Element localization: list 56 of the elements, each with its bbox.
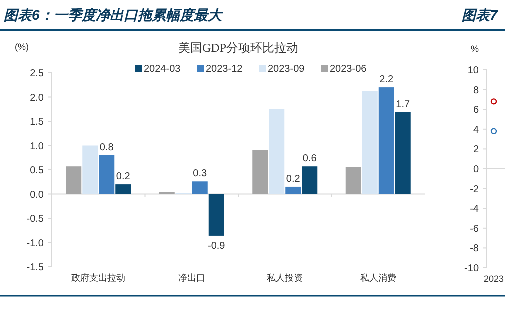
y-tick-label: 4 [473,124,480,136]
x-tick-label: 私人投资 [267,273,304,283]
bar [395,112,411,194]
chart-title: 图表6：一季度净出口拖累幅度最大 [4,7,224,23]
x-tick-label: 2023 [484,274,504,284]
chart-subtitle: 美国GDP分项环比拉动 [178,41,299,55]
bar [346,167,362,194]
bar [192,182,208,194]
chart-title: 图表7 [462,7,499,23]
y-tick-label: 8 [473,85,480,96]
y-tick-label: 10 [468,66,480,76]
bar [362,91,378,194]
bar [66,166,82,194]
bar [208,194,224,236]
y-tick-label: -8 [470,244,480,255]
y-tick-label: 0.0 [30,190,44,201]
x-tick-label: 私人消费 [360,273,396,283]
y-tick-label: 2 [473,144,480,156]
x-tick-label: 政府支出拉动 [72,273,126,283]
data-label: 2.2 [380,74,394,86]
y-tick-label: 2.5 [30,68,44,80]
y-axis-title: (%) [15,42,29,52]
legend-label: 2024-03 [144,64,182,75]
legend-label: 2023-06 [330,64,368,75]
x-tick-label: 净出口 [178,273,206,283]
bar [116,184,132,194]
y-tick-label: 2.0 [30,92,44,104]
y-tick-label: 6 [473,105,480,116]
bar [252,150,268,194]
y-tick-label: -10 [464,264,480,274]
data-label: 0.3 [193,168,208,180]
y-tick-label: -2 [470,184,480,196]
y-tick-label: -6 [470,224,480,235]
bar [269,109,285,194]
y-tick-label: -1.5 [26,262,44,274]
legend-label: 2023-12 [206,64,244,75]
bar [378,88,394,194]
data-label: 0.6 [302,154,318,165]
y-tick-label: -0.5 [26,214,44,225]
y-tick-label: 1.0 [30,141,44,152]
bar [302,166,318,194]
bar [99,155,115,194]
bar [286,186,302,194]
data-label: 0.2 [286,174,301,185]
y-tick-label: 0.5 [30,166,44,176]
bar [82,146,98,194]
data-label: 0.2 [116,172,131,183]
y-axis-title: % [470,44,480,54]
y-tick-label: 1.5 [30,117,44,128]
data-label: -0.9 [208,240,226,252]
data-label: 0.8 [100,142,114,154]
y-tick-label: 0 [473,164,480,176]
y-tick-label: -4 [470,204,480,216]
data-label: 1.7 [396,99,411,110]
y-tick-label: -1.0 [26,238,44,250]
legend-label: 2023-09 [268,64,306,75]
